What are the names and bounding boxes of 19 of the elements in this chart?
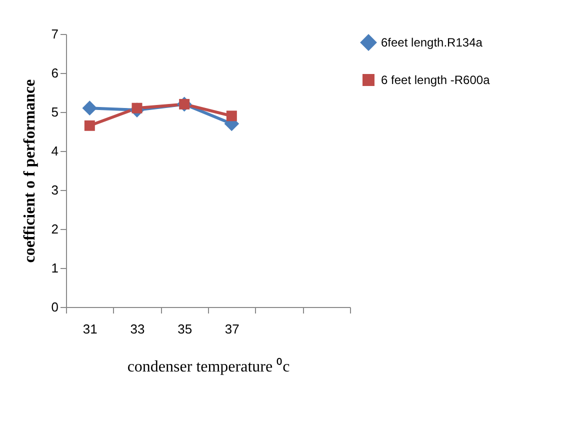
- x-tick-label: 37: [224, 322, 240, 336]
- point: [82, 100, 98, 116]
- legend-label: 6 feet length -R600a: [381, 73, 490, 87]
- y-tick-label: 5: [51, 104, 58, 120]
- point: [84, 120, 95, 131]
- y-tick-label: 3: [51, 182, 58, 198]
- y-tick-label: 7: [51, 26, 58, 42]
- x-tick-label: 35: [178, 322, 192, 336]
- y-axis-title: coefficient o f performance: [21, 79, 38, 263]
- y-tick-label: 1: [51, 260, 58, 276]
- y-tick-label: 2: [51, 222, 58, 236]
- legend-label: 6feet length.R134a: [381, 36, 483, 50]
- point: [226, 110, 237, 122]
- x-tick-label: 31: [82, 322, 98, 336]
- y-tick-label: 4: [51, 144, 58, 158]
- y-tick-label: 6: [51, 66, 58, 80]
- y-tick-label: 0: [51, 300, 58, 314]
- x-tick-label: 33: [130, 322, 145, 336]
- x-axis-title: condenser temperature ⁰c: [127, 358, 290, 376]
